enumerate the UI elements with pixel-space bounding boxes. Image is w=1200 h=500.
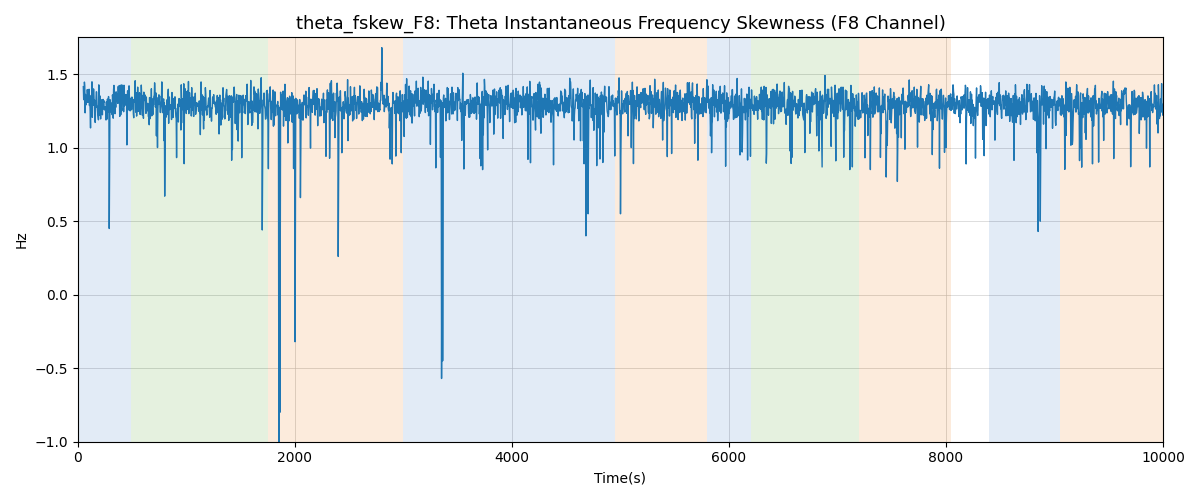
Bar xyxy=(952,38,990,442)
Bar xyxy=(859,38,952,442)
Bar xyxy=(616,38,707,442)
Bar xyxy=(990,38,1060,442)
Bar xyxy=(452,38,616,442)
Bar xyxy=(707,38,751,442)
Bar xyxy=(78,38,131,442)
Title: theta_fskew_F8: Theta Instantaneous Frequency Skewness (F8 Channel): theta_fskew_F8: Theta Instantaneous Freq… xyxy=(295,15,946,34)
Bar xyxy=(131,38,268,442)
Bar xyxy=(1060,38,1163,442)
Bar xyxy=(751,38,859,442)
Y-axis label: Hz: Hz xyxy=(14,230,29,248)
Bar xyxy=(403,38,452,442)
Bar xyxy=(268,38,403,442)
X-axis label: Time(s): Time(s) xyxy=(594,471,647,485)
